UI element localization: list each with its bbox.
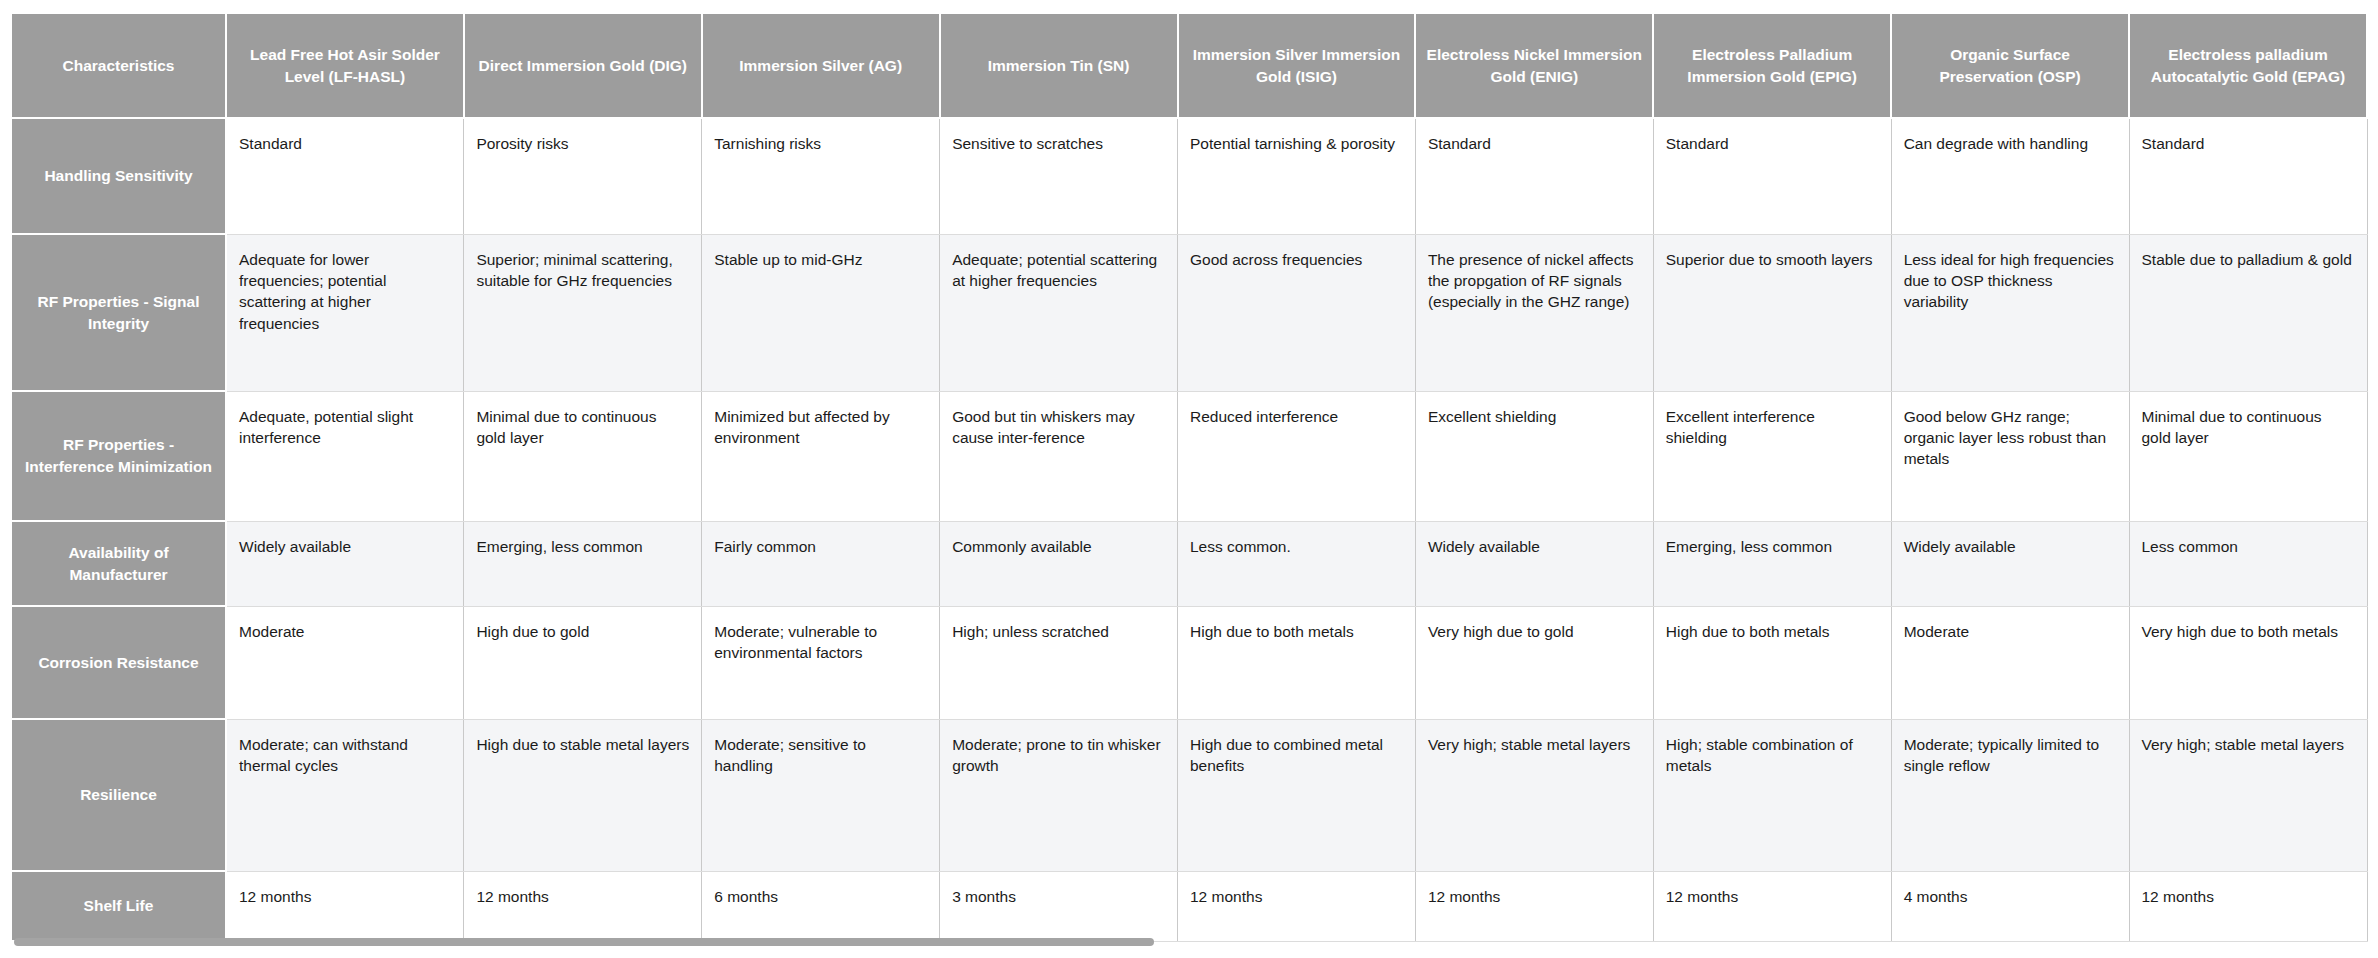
table-row: RF Properties - Signal IntegrityAdequate… — [11, 234, 2367, 391]
table-cell: 6 months — [702, 871, 940, 941]
table-row: Handling SensitivityStandardPorosity ris… — [11, 118, 2367, 234]
table-cell: Excellent interference shielding — [1653, 391, 1891, 521]
table-row: ResilienceModerate; can withstand therma… — [11, 719, 2367, 871]
surface-finish-comparison-table: Characteristics Lead Free Hot Asir Solde… — [10, 12, 2368, 942]
table-cell: Standard — [1653, 118, 1891, 234]
table-cell: High due to combined metal benefits — [1178, 719, 1416, 871]
table-cell: Moderate; typically limited to single re… — [1891, 719, 2129, 871]
table-cell: Potential tarnishing & porosity — [1178, 118, 1416, 234]
table-cell: 12 months — [2129, 871, 2367, 941]
table-cell: Standard — [226, 118, 464, 234]
column-header: Electroless Nickel Immersion Gold (ENIG) — [1415, 13, 1653, 118]
table-cell: 4 months — [1891, 871, 2129, 941]
table-cell: Minimized but affected by environment — [702, 391, 940, 521]
column-header: Lead Free Hot Asir Solder Level (LF-HASL… — [226, 13, 464, 118]
table-cell: Fairly common — [702, 521, 940, 606]
table-row: Corrosion ResistanceModerateHigh due to … — [11, 606, 2367, 719]
column-header: Direct Immersion Gold (DIG) — [464, 13, 702, 118]
table-cell: High due to gold — [464, 606, 702, 719]
table-cell: Porosity risks — [464, 118, 702, 234]
table-cell: Adequate, potential slight interference — [226, 391, 464, 521]
row-label: Resilience — [11, 719, 226, 871]
table-cell: Minimal due to continuous gold layer — [464, 391, 702, 521]
table-cell: Less common. — [1178, 521, 1416, 606]
table-cell: Superior; minimal scattering, suitable f… — [464, 234, 702, 391]
column-header: Immersion Tin (SN) — [940, 13, 1178, 118]
table-cell: Less ideal for high frequencies due to O… — [1891, 234, 2129, 391]
table-cell: Standard — [1415, 118, 1653, 234]
table-cell: Reduced interference — [1178, 391, 1416, 521]
row-label: RF Properties - Signal Integrity — [11, 234, 226, 391]
row-label: Handling Sensitivity — [11, 118, 226, 234]
table-row: RF Properties - Interference Minimizatio… — [11, 391, 2367, 521]
row-label: Corrosion Resistance — [11, 606, 226, 719]
column-header: Immersion Silver Immersion Gold (ISIG) — [1178, 13, 1416, 118]
table-cell: Very high due to gold — [1415, 606, 1653, 719]
column-header: Immersion Silver (AG) — [702, 13, 940, 118]
table-cell: Tarnishing risks — [702, 118, 940, 234]
table-cell: High; stable combination of metals — [1653, 719, 1891, 871]
table-cell: Widely available — [226, 521, 464, 606]
table-row: Availability of ManufacturerWidely avail… — [11, 521, 2367, 606]
page: Characteristics Lead Free Hot Asir Solde… — [0, 0, 2378, 958]
column-header: Electroless Palladium Immersion Gold (EP… — [1653, 13, 1891, 118]
table-cell: Superior due to smooth layers — [1653, 234, 1891, 391]
table-cell: Moderate — [226, 606, 464, 719]
row-label: RF Properties - Interference Minimizatio… — [11, 391, 226, 521]
table-cell: Very high; stable metal layers — [1415, 719, 1653, 871]
table-body: Handling SensitivityStandardPorosity ris… — [11, 118, 2367, 941]
table-cell: Stable up to mid-GHz — [702, 234, 940, 391]
table-cell: Very high; stable metal layers — [2129, 719, 2367, 871]
row-label: Shelf Life — [11, 871, 226, 941]
table-cell: High due to stable metal layers — [464, 719, 702, 871]
table-cell: 3 months — [940, 871, 1178, 941]
table-cell: 12 months — [226, 871, 464, 941]
table-cell: Good below GHz range; organic layer less… — [1891, 391, 2129, 521]
table-cell: 12 months — [464, 871, 702, 941]
table-cell: Emerging, less common — [464, 521, 702, 606]
table-cell: Excellent shielding — [1415, 391, 1653, 521]
table-cell: Commonly available — [940, 521, 1178, 606]
table-cell: Sensitive to scratches — [940, 118, 1178, 234]
table-cell: Moderate; prone to tin whisker growth — [940, 719, 1178, 871]
table-cell: Moderate; can withstand thermal cycles — [226, 719, 464, 871]
table-cell: Widely available — [1891, 521, 2129, 606]
table-cell: Less common — [2129, 521, 2367, 606]
table-cell: Emerging, less common — [1653, 521, 1891, 606]
table-cell: Good but tin whiskers may cause inter-fe… — [940, 391, 1178, 521]
table-cell: Minimal due to continuous gold layer — [2129, 391, 2367, 521]
table-cell: Good across frequencies — [1178, 234, 1416, 391]
table-cell: Stable due to palladium & gold — [2129, 234, 2367, 391]
table-cell: 12 months — [1653, 871, 1891, 941]
table-cell: Can degrade with handling — [1891, 118, 2129, 234]
table-row: Shelf Life12 months12 months6 months3 mo… — [11, 871, 2367, 941]
table-cell: High due to both metals — [1178, 606, 1416, 719]
table-cell: Very high due to both metals — [2129, 606, 2367, 719]
table-header-row: Characteristics Lead Free Hot Asir Solde… — [11, 13, 2367, 118]
column-header: Electroless palladium Autocatalytic Gold… — [2129, 13, 2367, 118]
corner-header-characteristics: Characteristics — [11, 13, 226, 118]
row-label: Availability of Manufacturer — [11, 521, 226, 606]
table-cell: Adequate for lower frequencies; potentia… — [226, 234, 464, 391]
column-header: Organic Surface Preservation (OSP) — [1891, 13, 2129, 118]
horizontal-scrollbar-thumb[interactable] — [14, 938, 1154, 946]
table-cell: Moderate; sensitive to handling — [702, 719, 940, 871]
table-cell: Moderate; vulnerable to environmental fa… — [702, 606, 940, 719]
table-cell: Moderate — [1891, 606, 2129, 719]
table-cell: High; unless scratched — [940, 606, 1178, 719]
table-cell: Adequate; potential scattering at higher… — [940, 234, 1178, 391]
table-cell: Standard — [2129, 118, 2367, 234]
table-cell: 12 months — [1415, 871, 1653, 941]
table-cell: High due to both metals — [1653, 606, 1891, 719]
table-cell: Widely available — [1415, 521, 1653, 606]
table-cell: 12 months — [1178, 871, 1416, 941]
table-cell: The presence of nickel affects the propg… — [1415, 234, 1653, 391]
